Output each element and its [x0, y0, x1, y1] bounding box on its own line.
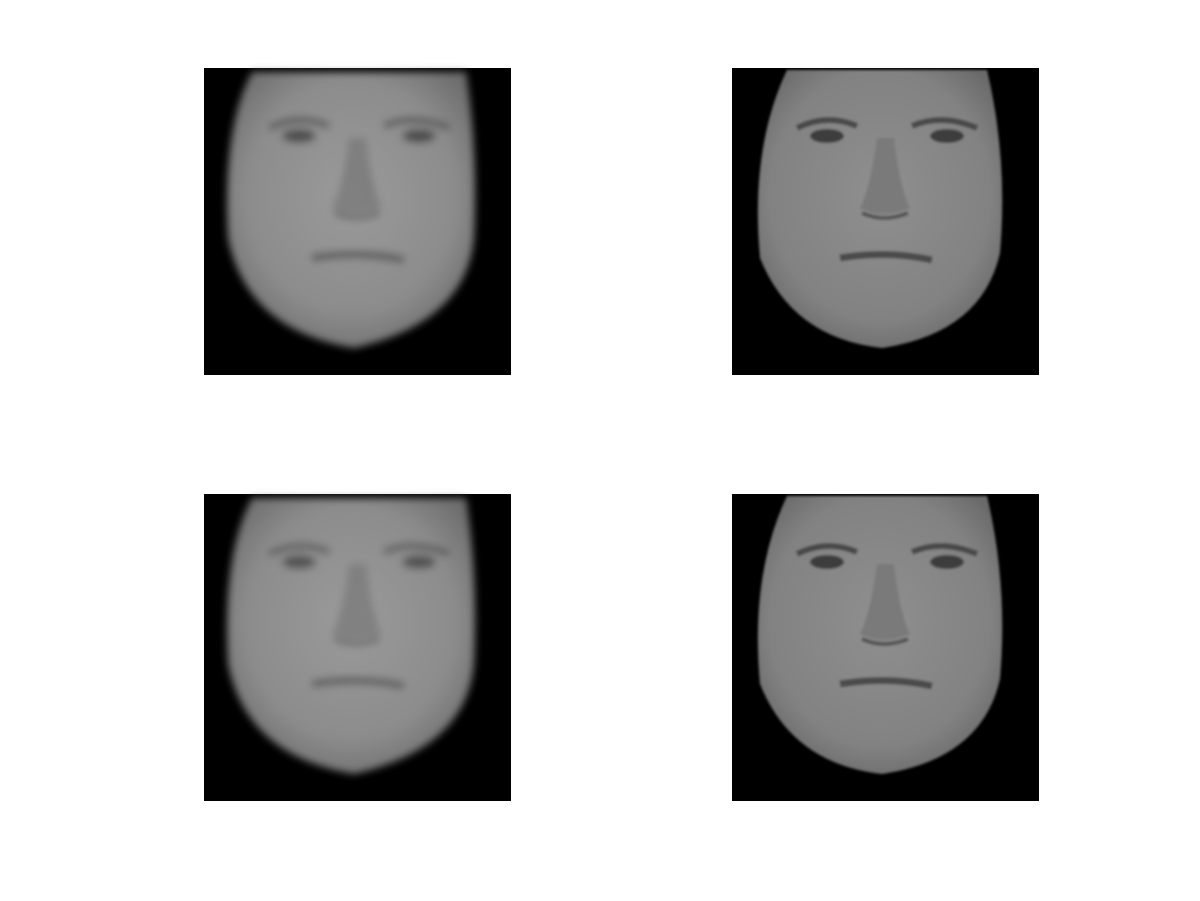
panel-bottom-right [732, 494, 1039, 801]
face-image [227, 498, 475, 774]
face-image [757, 496, 1003, 774]
panel-bottom-left [204, 494, 511, 801]
panel-top-right [732, 68, 1039, 375]
panel-top-left [204, 68, 511, 375]
face-image [227, 72, 475, 348]
face-image [757, 70, 1003, 348]
